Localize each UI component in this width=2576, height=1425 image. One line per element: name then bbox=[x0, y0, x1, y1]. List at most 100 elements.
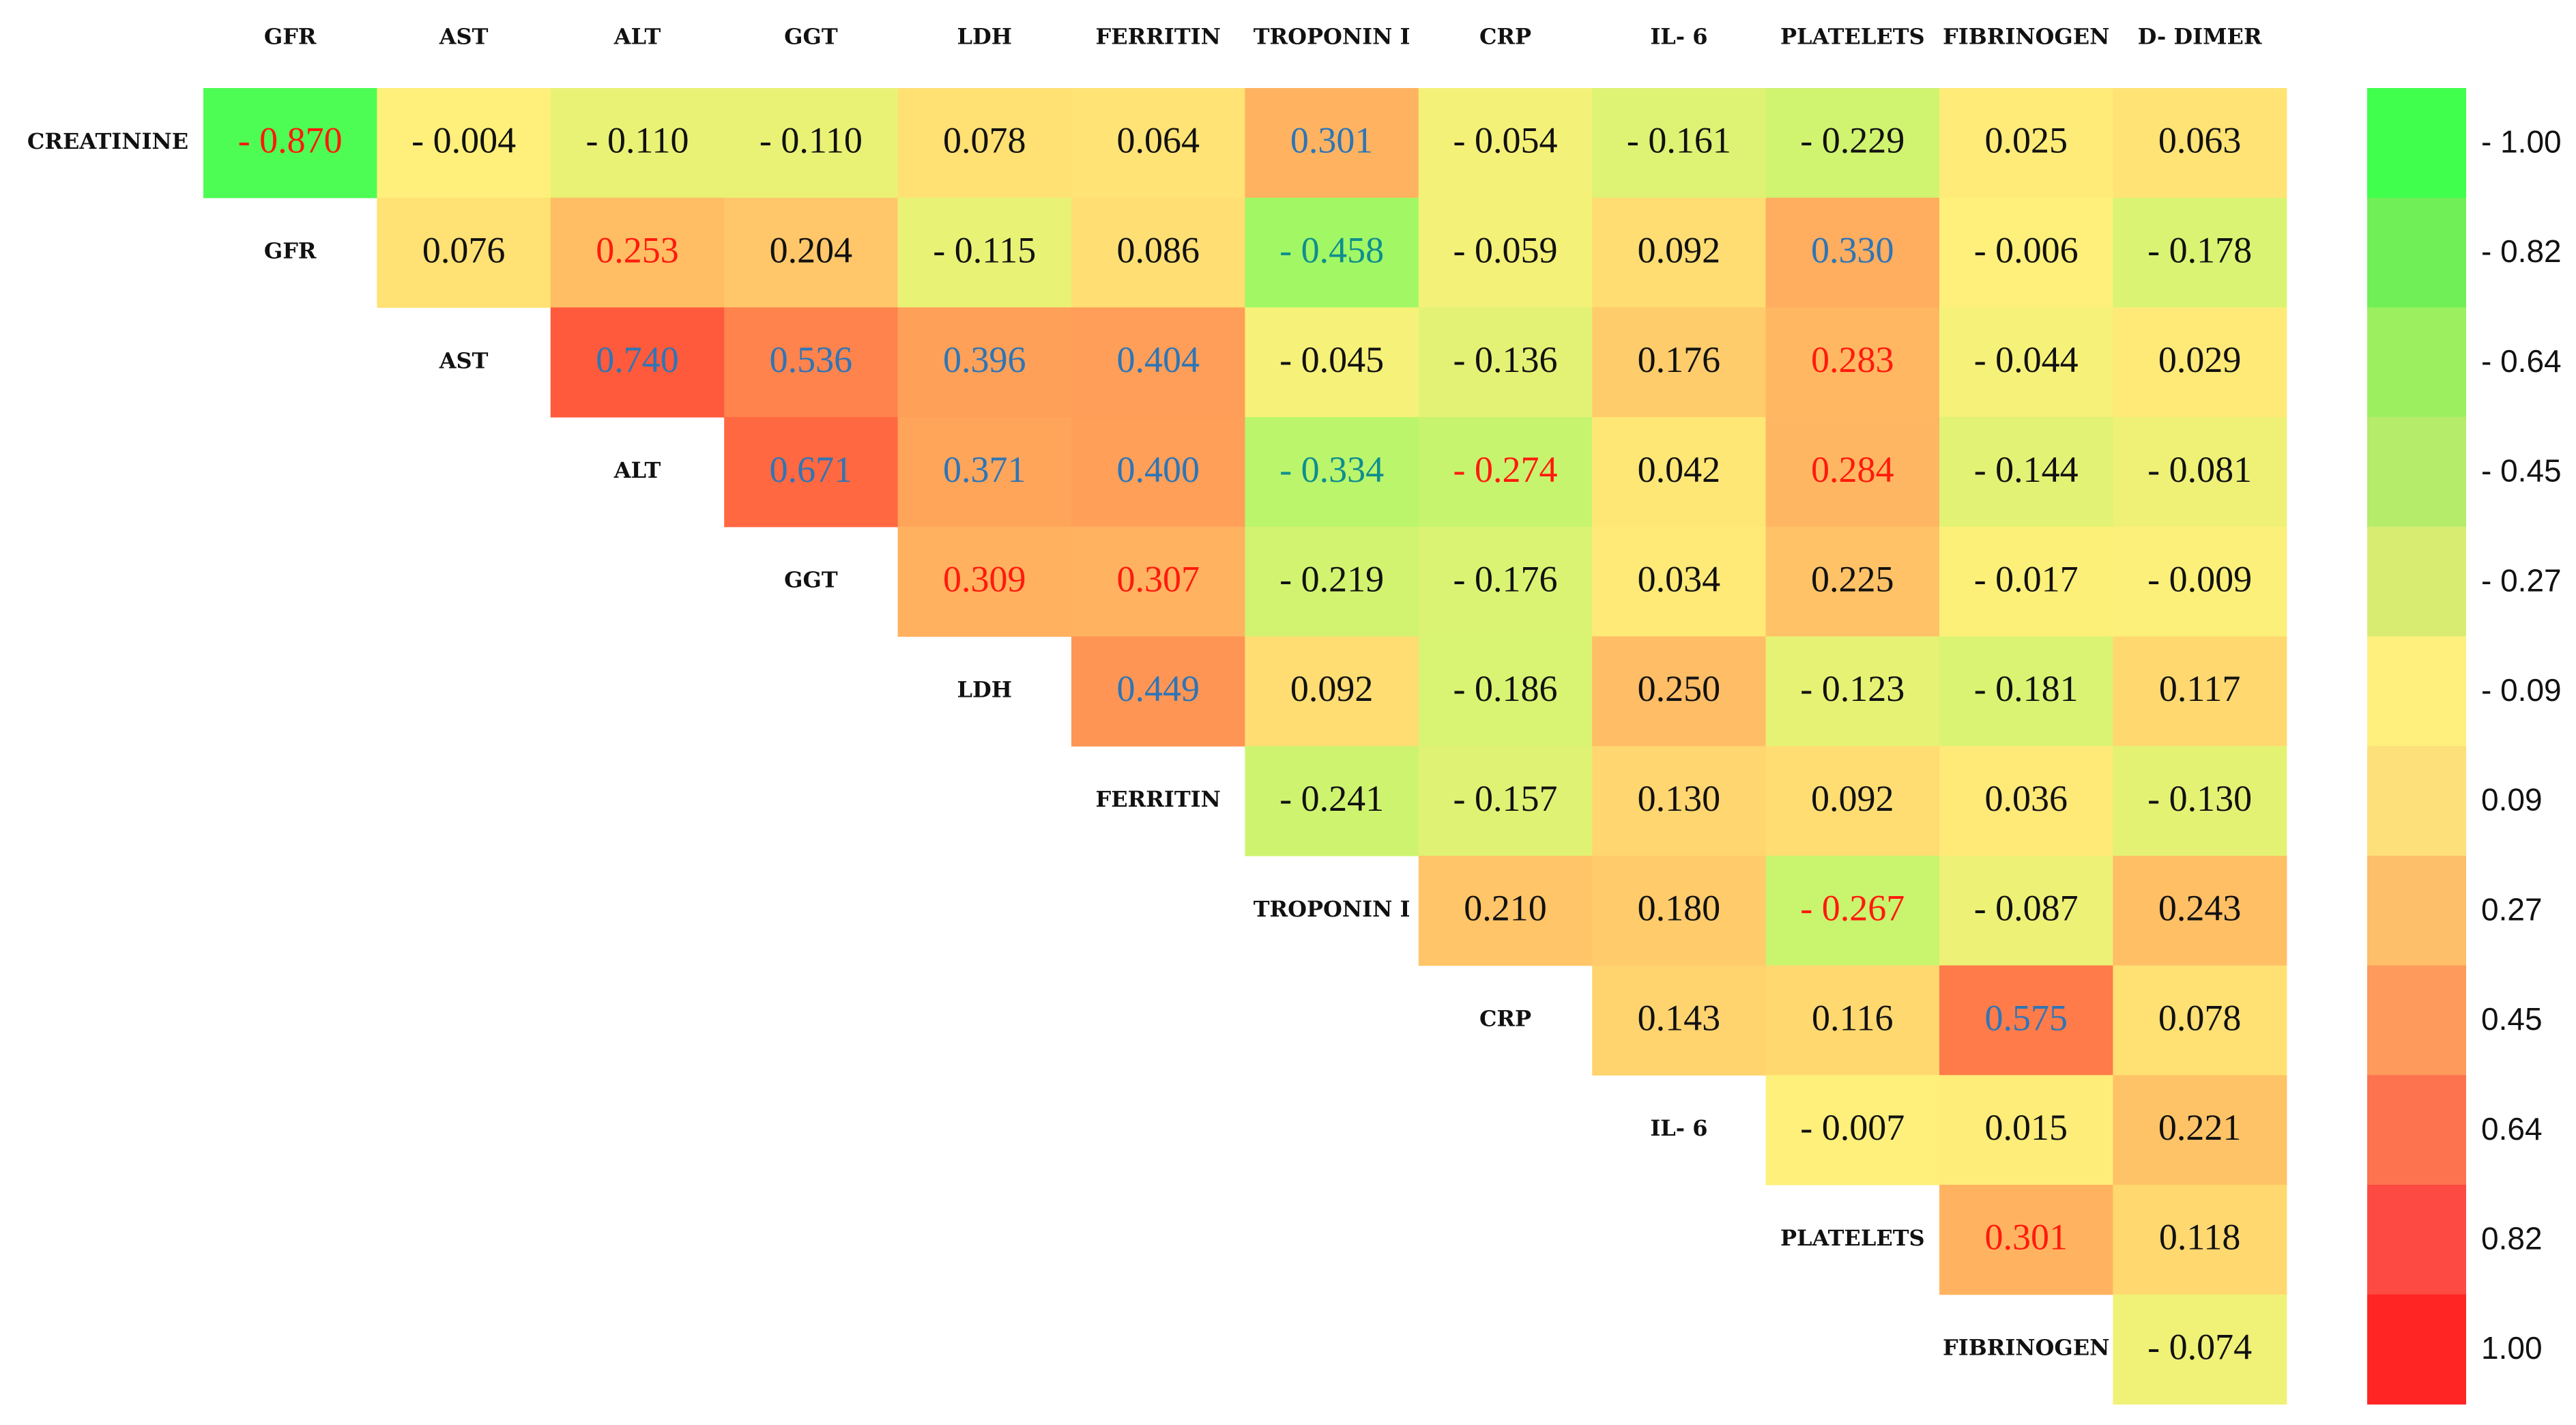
heatmap-cell bbox=[1071, 307, 1245, 418]
column-label-crp: CRP bbox=[1479, 24, 1531, 50]
legend-swatch bbox=[2367, 1185, 2466, 1295]
cell-value-label: 0.029 bbox=[2158, 339, 2242, 380]
cell-value-label: - 0.110 bbox=[759, 120, 863, 161]
row-label-gfr: GFR bbox=[264, 238, 317, 264]
cell-value-label: - 0.007 bbox=[1800, 1107, 1905, 1148]
legend-swatch bbox=[2367, 417, 2466, 528]
cell-value-label: 0.176 bbox=[1638, 339, 1721, 380]
heatmap-cell bbox=[1245, 88, 1419, 199]
cell-value-label: - 0.267 bbox=[1800, 888, 1905, 929]
heatmap-cell bbox=[2113, 965, 2287, 1076]
legend-tick-label: 0.45 bbox=[2481, 1001, 2543, 1037]
cell-value-label: 0.250 bbox=[1638, 668, 1721, 709]
cell-value-label: - 0.054 bbox=[1453, 120, 1558, 161]
column-label-ast: AST bbox=[439, 24, 489, 50]
cell-value-label: 0.284 bbox=[1811, 449, 1894, 490]
column-label-gfr: GFR bbox=[264, 24, 317, 50]
heatmap-cell bbox=[1939, 88, 2113, 199]
heatmap-cell bbox=[1418, 417, 1593, 528]
cell-value-label: - 0.161 bbox=[1627, 120, 1731, 161]
cell-value-label: - 0.074 bbox=[2147, 1326, 2252, 1367]
row-label-fibrinogen: FIBRINOGEN bbox=[1943, 1335, 2109, 1361]
cell-value-label: 0.117 bbox=[2159, 668, 2241, 709]
heatmap-cell bbox=[1939, 636, 2113, 747]
cell-value-label: 0.536 bbox=[770, 339, 853, 380]
legend-swatch bbox=[2367, 307, 2466, 418]
heatmap-cell bbox=[550, 197, 725, 308]
row-label-ast: AST bbox=[439, 347, 489, 373]
heatmap-cell bbox=[2113, 88, 2287, 199]
legend-tick-label: 1.00 bbox=[2481, 1330, 2543, 1366]
cell-value-label: 0.404 bbox=[1116, 339, 1200, 380]
cell-value-label: - 0.219 bbox=[1279, 559, 1384, 600]
heatmap-cell bbox=[2113, 1075, 2287, 1185]
column-label-ggt: GGT bbox=[784, 24, 838, 50]
heatmap-cell bbox=[1765, 88, 1940, 199]
cell-value-label: 0.396 bbox=[943, 339, 1026, 380]
heatmap-cell bbox=[1765, 746, 1940, 857]
cell-value-label: 0.330 bbox=[1811, 229, 1894, 270]
cell-value-label: 0.204 bbox=[770, 229, 853, 270]
heatmap-cell bbox=[1418, 88, 1593, 199]
heatmap-cell bbox=[1765, 307, 1940, 418]
cell-value-label: 0.400 bbox=[1116, 449, 1200, 490]
cell-value-label: - 0.181 bbox=[1974, 668, 2079, 709]
legend-swatch bbox=[2367, 197, 2466, 308]
heatmap-cell bbox=[897, 526, 1072, 637]
row-label-il-6: IL- 6 bbox=[1650, 1115, 1707, 1141]
heatmap-cell bbox=[724, 307, 899, 418]
cell-value-label: - 0.136 bbox=[1453, 339, 1558, 380]
legend-tick-label: - 0.82 bbox=[2481, 233, 2562, 269]
cell-value-label: - 0.081 bbox=[2147, 449, 2252, 490]
cell-value-label: - 0.458 bbox=[1279, 229, 1384, 270]
cell-value-label: 0.180 bbox=[1638, 888, 1721, 929]
cell-value-label: 0.064 bbox=[1116, 120, 1200, 161]
cell-value-label: - 0.870 bbox=[238, 120, 343, 161]
heatmap-cell bbox=[2113, 855, 2287, 966]
heatmap-cell bbox=[2113, 197, 2287, 308]
legend-swatch bbox=[2367, 855, 2466, 966]
heatmap-cell bbox=[1071, 417, 1245, 528]
legend-tick-label: - 0.64 bbox=[2481, 343, 2562, 379]
heatmap-cell bbox=[1765, 636, 1940, 747]
cell-value-label: 0.307 bbox=[1116, 559, 1200, 600]
cell-value-label: 0.225 bbox=[1811, 559, 1894, 600]
cell-value-label: 0.671 bbox=[770, 449, 853, 490]
heatmap-cell bbox=[1071, 197, 1245, 308]
legend-swatch bbox=[2367, 88, 2466, 199]
column-label-d-dimer: D- DIMER bbox=[2138, 24, 2262, 50]
heatmap-cell bbox=[1939, 417, 2113, 528]
heatmap-cell bbox=[897, 88, 1072, 199]
heatmap-cell bbox=[1592, 526, 1767, 637]
heatmap-cell bbox=[2113, 636, 2287, 747]
heatmap-cell bbox=[1418, 197, 1593, 308]
cell-value-label: 0.301 bbox=[1290, 120, 1374, 161]
cell-value-label: 0.221 bbox=[2158, 1107, 2242, 1148]
legend-tick-label: 0.27 bbox=[2481, 891, 2543, 927]
legend-tick-label: - 1.00 bbox=[2481, 124, 2562, 160]
heatmap-cell bbox=[1592, 746, 1767, 857]
cell-value-label: 0.063 bbox=[2158, 120, 2242, 161]
column-labels: GFR AST ALT GGT LDH FERRITIN TROPONIN I CRP IL- … bbox=[264, 24, 2262, 50]
heatmap-cell bbox=[550, 307, 725, 418]
heatmap-cell bbox=[1765, 965, 1940, 1076]
cell-value-label: 0.301 bbox=[1984, 1217, 2068, 1258]
heatmap-cell bbox=[2113, 526, 2287, 637]
cell-value-label: - 0.144 bbox=[1974, 449, 2079, 490]
cell-value-label: - 0.334 bbox=[1279, 449, 1384, 490]
heatmap-cell bbox=[1592, 965, 1767, 1076]
legend-swatch bbox=[2367, 526, 2466, 637]
legend-swatch bbox=[2367, 1075, 2466, 1185]
cell-value-label: 0.078 bbox=[943, 120, 1026, 161]
cell-value-label: 0.371 bbox=[943, 449, 1026, 490]
heatmap-cell bbox=[1939, 855, 2113, 966]
heatmap-cell bbox=[1071, 526, 1245, 637]
heatmap-cell bbox=[1592, 197, 1767, 308]
legend-tick-label: 0.64 bbox=[2481, 1111, 2543, 1147]
row-labels: CREATININE GFR AST ALT GGT LDH FERRITIN TROPONI… bbox=[27, 128, 2109, 1361]
cell-value-label: - 0.006 bbox=[1974, 229, 2079, 270]
heatmap-cell bbox=[1939, 1185, 2113, 1295]
cell-value-label: 0.118 bbox=[2159, 1217, 2241, 1258]
legend-tick-label: - 0.27 bbox=[2481, 562, 2562, 598]
cell-value-label: 0.078 bbox=[2158, 997, 2242, 1038]
